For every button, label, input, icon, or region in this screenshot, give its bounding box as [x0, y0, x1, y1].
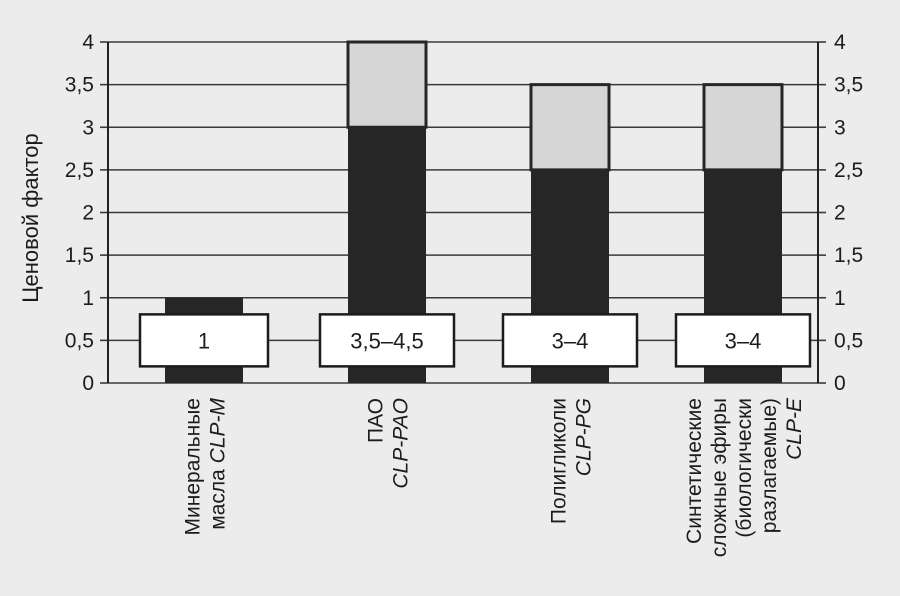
y-tick-label-right: 3 — [834, 116, 846, 139]
value-box — [138, 313, 270, 368]
category-label-text: ПАО — [365, 398, 388, 443]
y-tick-label-left: 1,5 — [65, 244, 94, 267]
value-box-label: 3,5–4,5 — [350, 328, 423, 353]
y-tick-label-right: 1,5 — [834, 244, 863, 267]
category-label-text: Синтетические — [683, 398, 706, 544]
y-tick-label-left: 2,5 — [65, 159, 94, 182]
category-label-text: CLP-PG — [573, 398, 596, 476]
category-labels: Минеральные масла CLP-M ПАО CLP-PAO Полиглик… — [182, 397, 807, 557]
y-tick-label-right: 2,5 — [834, 159, 863, 182]
category-label-text: разлагаемые) — [758, 398, 781, 533]
category-label-code: CLP-M — [207, 397, 230, 463]
category-label-text: сложные эфиры — [708, 398, 731, 557]
bar-range — [346, 40, 428, 129]
category-label-text: Минеральные — [182, 398, 205, 535]
value-box — [318, 313, 456, 368]
category-label-text: CLP-PAO — [390, 398, 413, 489]
y-tick-label-right: 3,5 — [834, 74, 863, 97]
y-axis-left-ticks: 0 0,5 1 1,5 2 2,5 3 3,5 4 — [65, 31, 95, 395]
category-label-line: CLP-PAO — [390, 398, 413, 489]
axes — [100, 41, 826, 384]
value-box — [674, 313, 812, 368]
y-tick-label-right: 1 — [834, 287, 846, 310]
value-box-label: 1 — [198, 328, 210, 353]
y-tick-label-left: 2 — [82, 202, 94, 225]
y-tick-label-left: 4 — [82, 31, 94, 54]
category-label-line: масла CLP-M — [207, 397, 230, 529]
y-tick-label-left: 3 — [82, 116, 94, 139]
category-label-line: Полигликоли — [548, 398, 571, 524]
y-tick-label-left: 0 — [82, 372, 94, 395]
category-label-line: CLP-E — [783, 397, 806, 460]
category-label-line: (биологически — [733, 398, 756, 538]
category-label: Полигликоли CLP-PG — [548, 398, 596, 524]
category-label-line: ПАО — [365, 398, 388, 443]
bar-range — [529, 83, 611, 172]
value-box — [501, 313, 639, 368]
y-axis-right-ticks: 0 0,5 1 1,5 2 2,5 3 3,5 4 — [834, 31, 863, 395]
category-label-text: CLP-E — [783, 397, 806, 460]
y-tick-label-right: 2 — [834, 202, 846, 225]
category-label-text: Полигликоли — [548, 398, 571, 524]
y-tick-label-left: 0,5 — [65, 329, 94, 352]
y-tick-label-right: 0 — [834, 372, 846, 395]
bar-range — [702, 83, 784, 172]
y-tick-label-left: 1 — [82, 287, 94, 310]
value-box-label: 3–4 — [725, 328, 762, 353]
category-label-line: CLP-PG — [573, 398, 596, 476]
bars: 1 3,5–4,5 3–4 3–4 — [138, 40, 812, 383]
category-label-line: разлагаемые) — [758, 398, 781, 533]
category-label-line: Минеральные — [182, 398, 205, 535]
category-label-line: сложные эфиры — [708, 398, 731, 557]
category-label: ПАО CLP-PAO — [365, 398, 413, 489]
category-label: Синтетические сложные эфиры (биологически р… — [683, 397, 806, 557]
value-box-label: 3–4 — [552, 328, 589, 353]
category-label-text: (биологически — [733, 398, 756, 538]
y-tick-label-right: 0,5 — [834, 329, 863, 352]
category-label-line: Синтетические — [683, 398, 706, 544]
category-label-text: масла — [207, 463, 230, 529]
category-label: Минеральные масла CLP-M — [182, 397, 230, 535]
y-tick-label-left: 3,5 — [65, 74, 94, 97]
y-axis-label: Ценовой фактор — [18, 133, 43, 302]
y-tick-label-right: 4 — [834, 31, 846, 54]
